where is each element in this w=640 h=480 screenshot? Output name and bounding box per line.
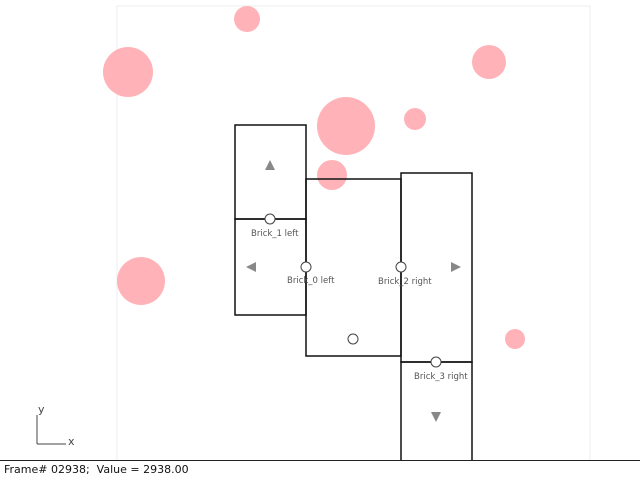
joint-handle-brick-3[interactable] (430, 356, 442, 368)
x-axis-label: x (68, 435, 75, 448)
triangle-down-icon[interactable] (431, 412, 441, 422)
joint-handle-brick-1[interactable] (264, 213, 276, 225)
brick-labels: Brick_1 left Brick_0 left Brick_2 right … (251, 229, 468, 382)
triangle-up-icon[interactable] (265, 160, 275, 170)
ball (234, 6, 260, 32)
triangle-left-icon[interactable] (246, 262, 256, 272)
scene-frame (116, 5, 591, 480)
balls-layer (103, 6, 525, 349)
joint-handles (264, 213, 442, 368)
axis-indicator: y x (36, 403, 75, 448)
status-bar: Frame# 02938; Value = 2938.00 (0, 460, 640, 480)
brick-0-label: Brick_0 left (287, 276, 335, 286)
ball (472, 45, 506, 79)
status-text: Frame# 02938; Value = 2938.00 (4, 463, 189, 476)
joint-handle-brick-0[interactable] (300, 261, 312, 273)
ball (103, 47, 153, 97)
bricks-layer (234, 124, 473, 480)
brick-1-top[interactable] (234, 124, 307, 220)
brick-0[interactable] (305, 178, 402, 357)
joint-handle-brick-2[interactable] (395, 261, 407, 273)
joint-handle-center[interactable] (347, 333, 359, 345)
ball (117, 257, 165, 305)
brick-2[interactable] (400, 172, 473, 363)
triangle-right-icon[interactable] (451, 262, 461, 272)
brick-1-label: Brick_1 left (251, 229, 299, 239)
ball (317, 160, 347, 190)
ball (317, 97, 375, 155)
ball (404, 108, 426, 130)
brick-3-label: Brick_3 right (414, 372, 468, 382)
brick-2-label: Brick_2 right (378, 277, 432, 287)
y-axis-label: y (38, 403, 45, 416)
arrow-icons (246, 160, 461, 422)
ball (505, 329, 525, 349)
